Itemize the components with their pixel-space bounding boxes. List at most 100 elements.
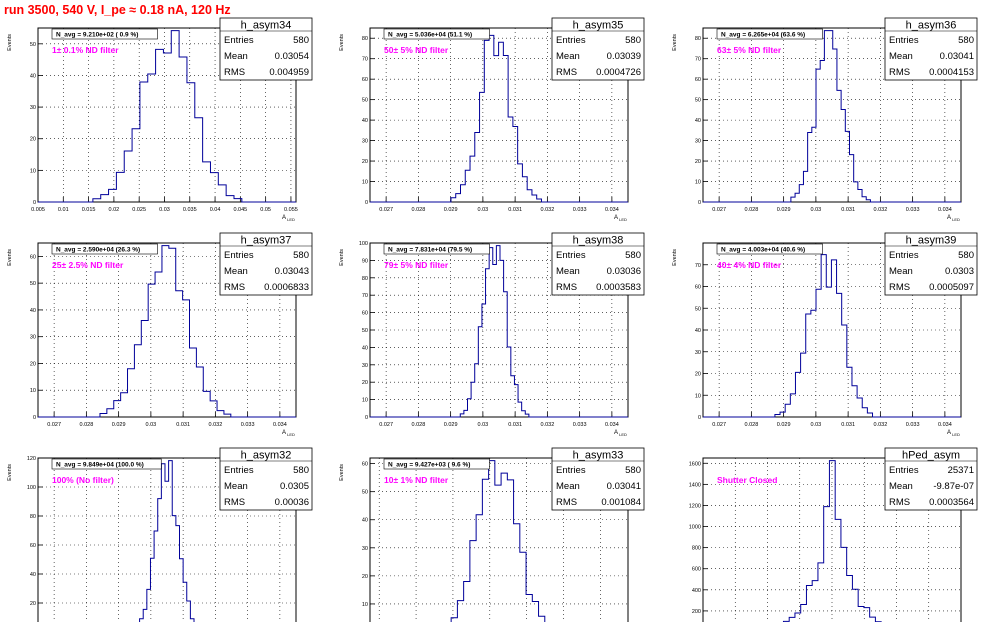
x-tick-label: 0.032 (873, 207, 887, 213)
navg-box (51, 458, 162, 470)
stats-value-mean: 0.03041 (940, 51, 974, 62)
plot-frame (369, 457, 629, 622)
navg-box (383, 458, 490, 470)
y-tick-label: 80 (362, 36, 368, 42)
x-tick-label: 0.032 (540, 422, 554, 428)
y-tick-label: 70 (695, 263, 701, 269)
x-tick-label: 0.025 (132, 207, 146, 213)
plot-frame (369, 27, 629, 203)
x-tick-label: 0.03 (811, 207, 822, 213)
y-tick-label: 10 (30, 388, 36, 394)
stats-value-rms: 0.0004726 (596, 67, 641, 78)
y-tick-label: 10 (30, 168, 36, 174)
stats-value-mean: 0.03043 (275, 266, 309, 277)
stats-box: h_asym39 Entries 580 Mean 0.0303 RMS 0.0005097 (884, 232, 978, 296)
run-title: run 3500, 540 V, I_pe ≈ 0.18 nA, 120 Hz (4, 3, 231, 17)
y-axis-label: Events (339, 464, 345, 481)
x-tick-label: 0.032 (208, 422, 222, 428)
y-tick-label: 1600 (689, 461, 701, 467)
x-axis-label: A LED (947, 430, 960, 437)
stats-label-rms: RMS (889, 67, 910, 78)
y-tick-label: 400 (692, 588, 701, 594)
stats-label-mean: Mean (889, 481, 913, 492)
plot-frame (37, 27, 297, 203)
stats-value-entries: 25371 (948, 465, 974, 476)
histogram-panel-h_asym34: 0.005 0.01 0.015 0.02 0.025 0.03 0.035 0.04 0.04… (7, 17, 313, 222)
stats-box: hPed_asym Entries 25371 Mean -9.87e-07 RMS 0.0… (884, 447, 978, 511)
y-tick-label: 20 (30, 137, 36, 143)
histogram-panel-h_asym32: 0.0270.0280.0290.030.0310.0320.0330.0340… (7, 447, 313, 622)
stats-box: h_asym34 Entries 580 Mean 0.03054 RMS 0.004959 (219, 17, 313, 81)
x-tick-label: 0.031 (841, 422, 855, 428)
y-axis-label: Events (339, 249, 345, 266)
histogram-bars-h_asym38 (370, 245, 628, 418)
stats-label-rms: RMS (556, 282, 577, 293)
x-axis-label: A LED (947, 215, 960, 222)
x-tick-label: 0.033 (573, 422, 587, 428)
stats-value-rms: 0.0003583 (596, 282, 641, 293)
stats-value-mean: 0.0305 (280, 481, 309, 492)
stats-label-entries: Entries (224, 465, 254, 476)
filter-annotation: 25± 2.5% ND filter (52, 260, 124, 270)
y-tick-label: 200 (692, 609, 701, 615)
x-tick-label: 0.031 (508, 207, 522, 213)
x-tick-label: 0.03 (478, 422, 489, 428)
y-tick-label: 50 (362, 328, 368, 334)
x-tick-label: 0.031 (176, 422, 190, 428)
navg-box (51, 243, 158, 255)
stats-box-frame (219, 232, 313, 296)
hist-name: hPed_asym (902, 450, 960, 462)
y-tick-label: 40 (30, 308, 36, 314)
y-tick-label: 0 (365, 415, 368, 421)
x-tick-label: 0.03 (159, 207, 170, 213)
filter-annotation: 63± 5% ND filter (717, 45, 782, 55)
y-tick-label: 100 (359, 241, 368, 247)
x-tick-label: 0.045 (233, 207, 247, 213)
y-tick-label: 60 (30, 254, 36, 260)
stats-label-entries: Entries (224, 250, 254, 261)
stats-label-rms: RMS (556, 67, 577, 78)
stats-label-entries: Entries (889, 250, 919, 261)
plot-frame (37, 242, 297, 418)
stats-label-entries: Entries (224, 35, 254, 46)
hist-name: h_asym37 (241, 235, 292, 247)
y-tick-label: 50 (30, 42, 36, 48)
y-tick-label: 30 (362, 139, 368, 145)
x-tick-label: 0.032 (873, 422, 887, 428)
y-tick-label: 30 (362, 363, 368, 369)
navg-box (383, 243, 490, 255)
y-tick-label: 50 (695, 306, 701, 312)
stats-label-entries: Entries (556, 35, 586, 46)
stats-box: h_asym38 Entries 580 Mean 0.03036 RMS 0.000358… (551, 232, 645, 296)
histogram-panel-h_asym38: 0.027 0.028 0.029 0.03 0.031 0.032 0.033 0.034 0… (339, 232, 645, 437)
y-axis-label: Events (7, 34, 13, 51)
x-tick-label: 0.05 (260, 207, 271, 213)
stats-box: h_asym37 Entries 580 Mean 0.03043 RMS 0.000683… (219, 232, 313, 296)
x-tick-label: 0.033 (906, 422, 920, 428)
y-tick-label: 60 (362, 462, 368, 468)
histogram-panel-h_asym33: 0.0240.0260.0280.030.0320.0340.036010203… (339, 447, 645, 622)
stats-label-mean: Mean (556, 266, 580, 277)
x-tick-label: 0.034 (273, 422, 287, 428)
x-tick-label: 0.029 (112, 422, 126, 428)
stats-box-frame (551, 17, 645, 81)
y-tick-label: 800 (692, 546, 701, 552)
histogram-bars-h_asym39 (703, 254, 961, 418)
stats-box: h_asym36 Entries 580 Mean 0.03041 RMS 0.000415… (884, 17, 978, 81)
y-tick-label: 40 (695, 118, 701, 124)
stats-value-rms: 0.0003564 (929, 497, 974, 508)
x-tick-label: 0.02 (109, 207, 120, 213)
histogram-panel-hPed_asym: -0.002-0.0015-0.001-0.000500.00050.0010.… (689, 447, 978, 622)
histogram-bars-h_asym34 (38, 30, 296, 203)
y-tick-label: 0 (698, 415, 701, 421)
y-tick-label: 50 (695, 98, 701, 104)
y-tick-label: 60 (362, 311, 368, 317)
stats-box-frame (551, 232, 645, 296)
filter-annotation: 50± 5% ND filter (384, 45, 449, 55)
filter-annotation: Shutter Closed (717, 475, 777, 485)
filter-annotation: 100% (No filter) (52, 475, 114, 485)
x-tick-label: 0.028 (411, 422, 425, 428)
navg-text: N_avg = 9.210e+02 ( 0.9 %) (56, 32, 138, 39)
x-tick-label: 0.031 (508, 422, 522, 428)
